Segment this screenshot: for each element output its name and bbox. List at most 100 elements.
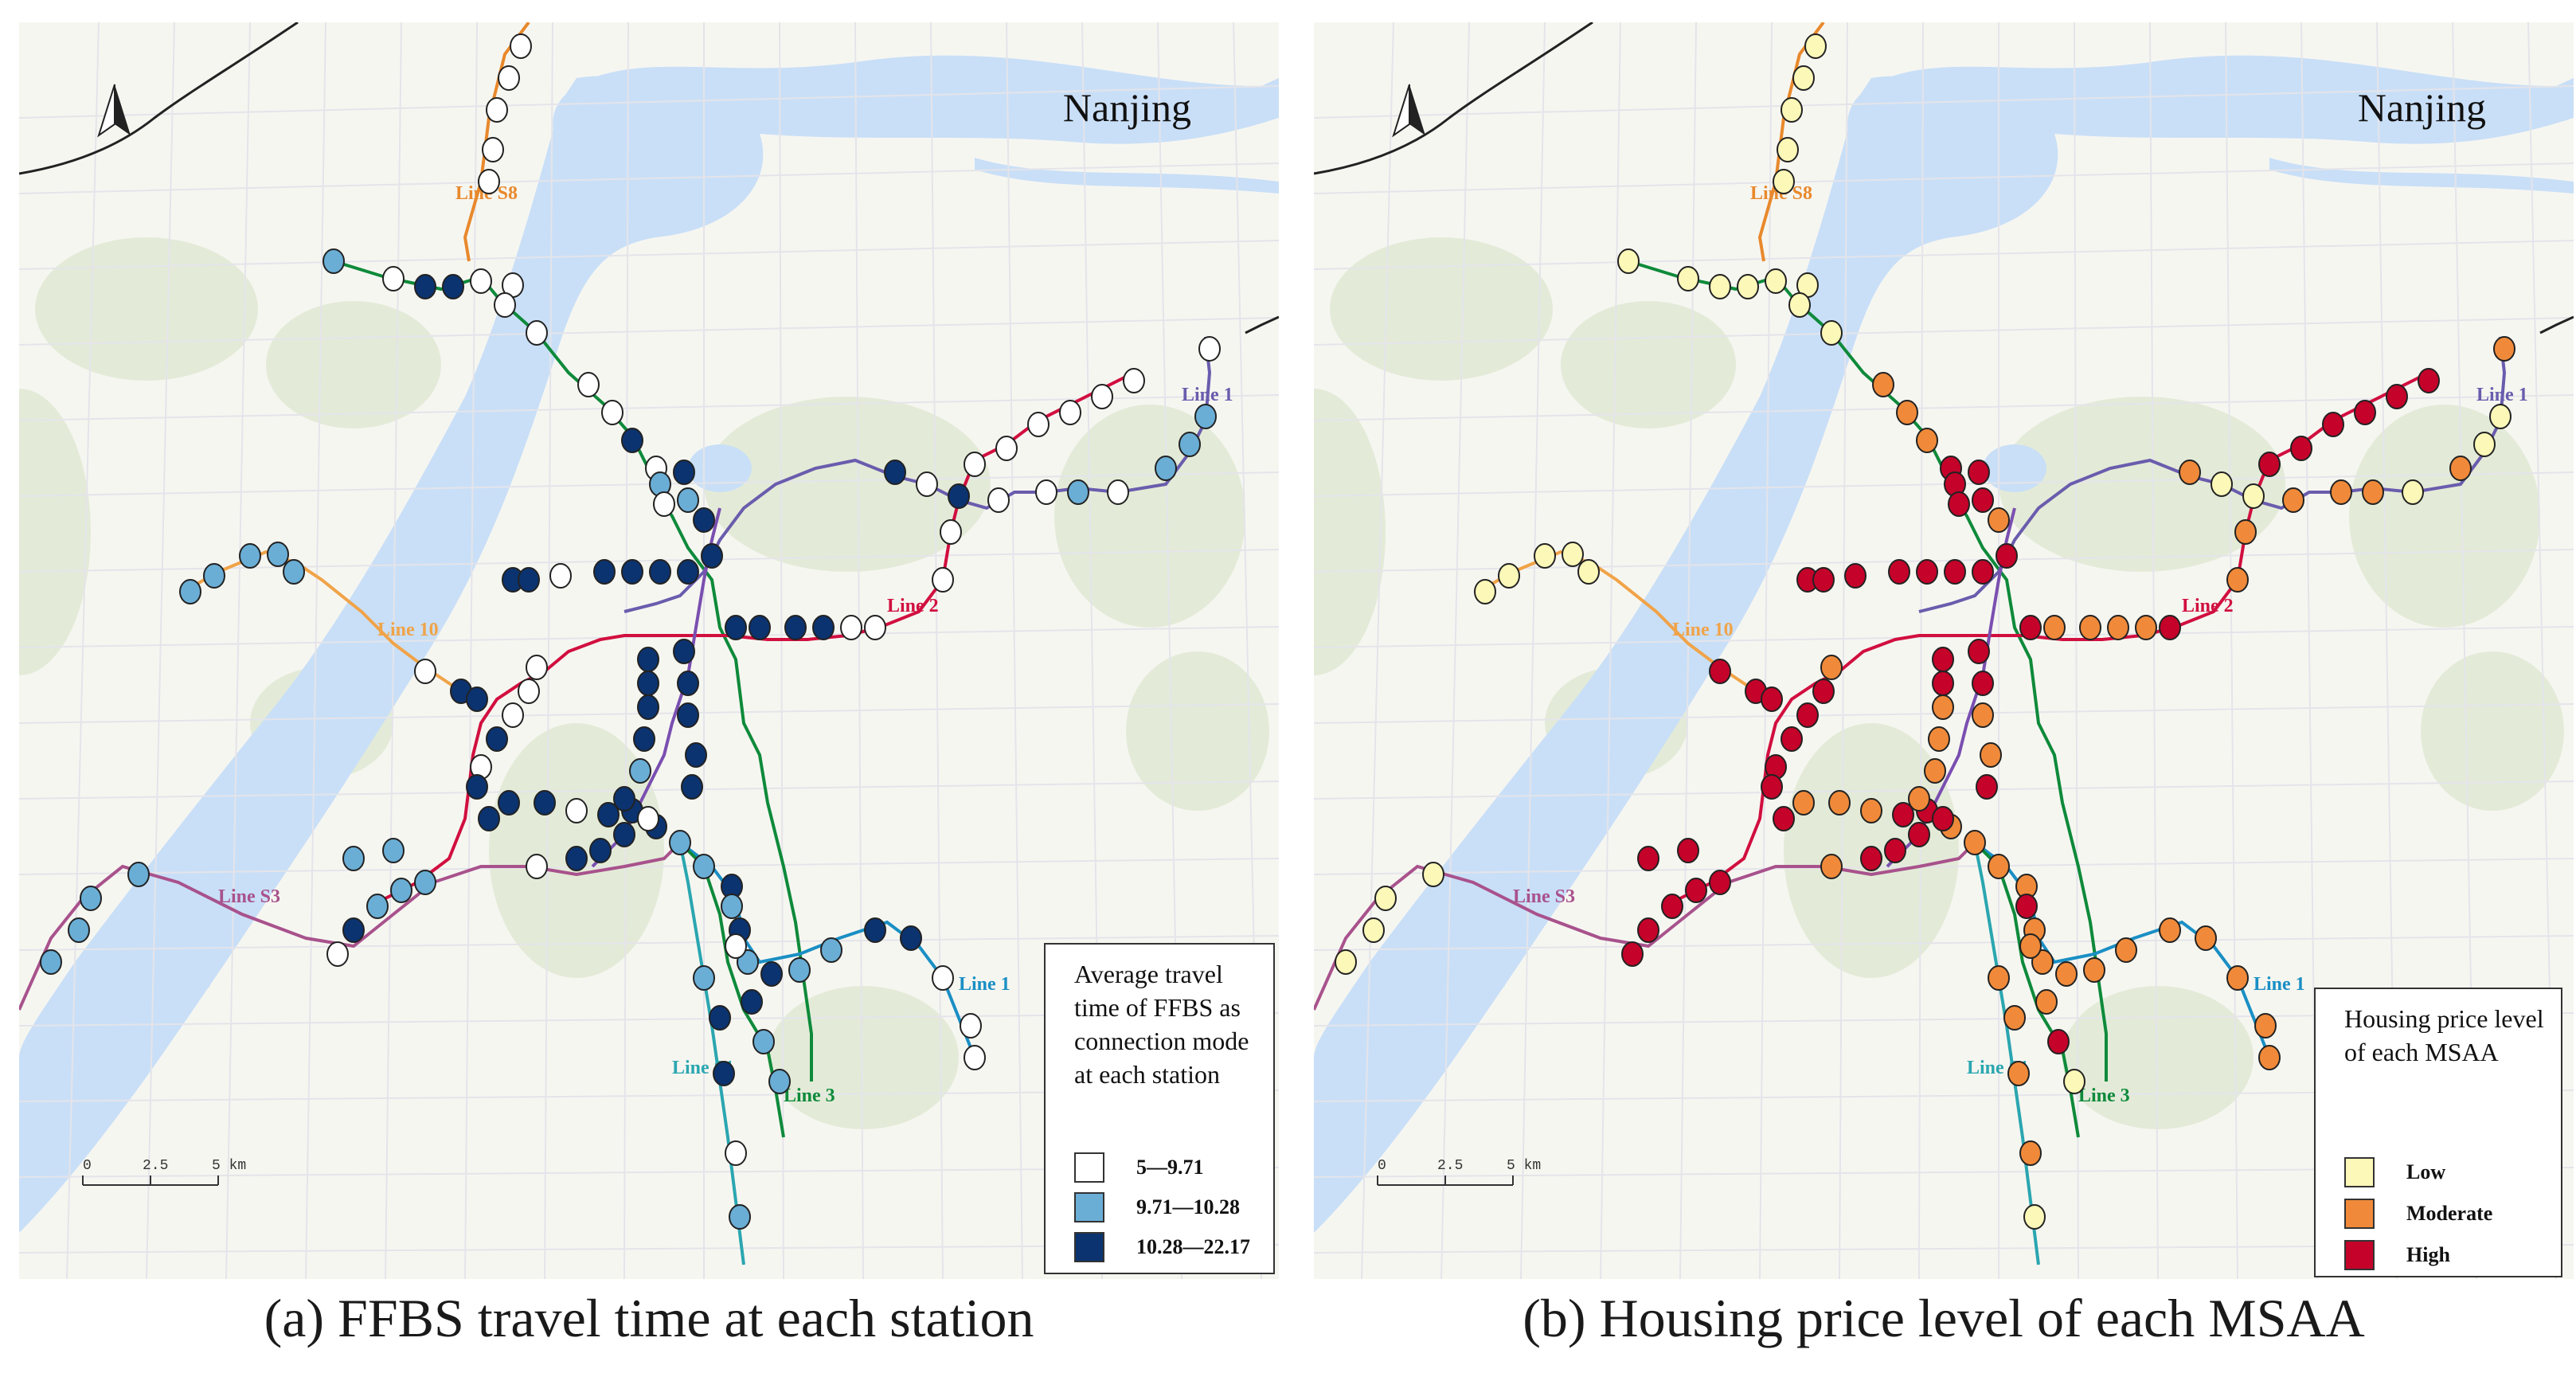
station-marker — [1932, 694, 1954, 720]
station-marker — [1988, 507, 2010, 533]
station-marker — [1362, 917, 1385, 943]
road-line — [1918, 22, 1924, 1279]
station-marker — [1812, 679, 1835, 704]
station-marker — [589, 838, 612, 863]
station-marker — [1980, 742, 2002, 768]
station-marker — [390, 878, 412, 903]
caption-b: (b) Housing price level of each MSAA — [1523, 1288, 2365, 1348]
north-arrow-half — [97, 84, 115, 138]
park-area — [1054, 405, 1245, 628]
station-marker — [812, 615, 835, 640]
station-marker — [1928, 726, 1950, 752]
road-line — [19, 162, 1279, 194]
road-line — [1759, 22, 1773, 1279]
station-marker — [673, 460, 695, 485]
station-marker — [1661, 894, 1683, 919]
scale-bar-label: 0 — [83, 1158, 92, 1174]
station-marker — [2047, 1029, 2070, 1054]
station-marker — [2226, 567, 2249, 593]
city-label: Nanjing — [1062, 85, 1191, 130]
station-marker — [1709, 659, 1731, 684]
station-marker — [1908, 786, 1930, 812]
station-marker — [1932, 671, 1954, 696]
station-marker — [725, 615, 747, 640]
road-line — [1314, 240, 2574, 270]
station-marker — [1677, 266, 1699, 291]
station-marker — [681, 774, 703, 800]
station-marker — [1988, 965, 2010, 991]
station-marker — [502, 702, 524, 728]
station-marker — [2362, 479, 2384, 505]
station-marker — [752, 1029, 775, 1054]
road-line — [19, 858, 1279, 875]
station-marker — [1773, 806, 1795, 831]
xuanwu-lake — [688, 444, 752, 492]
station-marker — [1781, 726, 1803, 752]
station-marker — [601, 400, 623, 425]
line-label-10: Line 10 — [1672, 620, 1734, 640]
station-marker — [1709, 274, 1731, 299]
station-marker — [494, 292, 516, 318]
station-marker — [1534, 543, 1556, 569]
line-label-3: Line 3 — [784, 1085, 835, 1106]
station-marker — [498, 65, 520, 91]
station-marker — [768, 1069, 791, 1094]
station-marker — [2135, 615, 2157, 640]
station-marker — [637, 806, 659, 831]
station-marker — [677, 559, 699, 585]
station-marker — [1091, 384, 1113, 409]
station-marker — [1892, 802, 1914, 827]
station-marker — [68, 917, 90, 943]
station-marker — [637, 694, 659, 720]
road-line — [1314, 394, 2574, 421]
park-area — [19, 389, 91, 675]
station-marker — [2282, 487, 2304, 513]
station-marker — [2386, 384, 2408, 409]
station-marker — [2234, 519, 2257, 545]
station-marker — [1107, 479, 1129, 505]
station-marker — [1577, 559, 1600, 585]
line-label-1: Line 1 — [1182, 385, 1233, 405]
station-marker — [621, 559, 643, 585]
station-marker — [466, 774, 488, 800]
station-marker — [1781, 97, 1803, 123]
legend-swatch — [1074, 1232, 1104, 1262]
road-line — [19, 394, 1279, 421]
park-area — [768, 986, 959, 1129]
legend-label: 5—9.71 — [1136, 1156, 1204, 1179]
road-line — [66, 22, 100, 1279]
station-marker — [1896, 400, 1918, 425]
road-line — [305, 22, 326, 1279]
station-marker — [1916, 559, 1938, 585]
legend-item-high: High — [2344, 1239, 2450, 1271]
station-marker — [326, 941, 349, 967]
station-marker — [1179, 432, 1201, 457]
station-marker — [1498, 563, 1520, 589]
station-marker — [1617, 248, 1640, 274]
station-marker — [1820, 854, 1843, 879]
legend-label: High — [2406, 1243, 2450, 1266]
station-marker — [203, 563, 225, 589]
station-marker — [948, 483, 970, 509]
station-marker — [932, 965, 954, 991]
station-marker — [995, 436, 1018, 461]
station-marker — [478, 806, 500, 831]
station-marker — [940, 519, 962, 545]
station-marker — [127, 862, 150, 887]
line-label-10: Line 10 — [377, 620, 439, 640]
station-marker — [788, 957, 811, 983]
station-marker — [725, 1140, 747, 1166]
station-marker — [478, 169, 500, 194]
station-marker — [916, 471, 938, 497]
station-marker — [518, 567, 540, 593]
legend-label: Low — [2406, 1160, 2446, 1183]
scale-bar-label: 0 — [1378, 1158, 1386, 1174]
station-marker — [1637, 917, 1659, 943]
scale-bar-label: 5 km — [1507, 1158, 1541, 1174]
station-marker — [932, 567, 954, 593]
scale-bar-label: 2.5 — [143, 1158, 168, 1174]
station-marker — [2063, 1069, 2085, 1094]
road-line — [1314, 935, 2574, 951]
park-area — [1314, 389, 1386, 675]
station-marker — [633, 726, 655, 752]
